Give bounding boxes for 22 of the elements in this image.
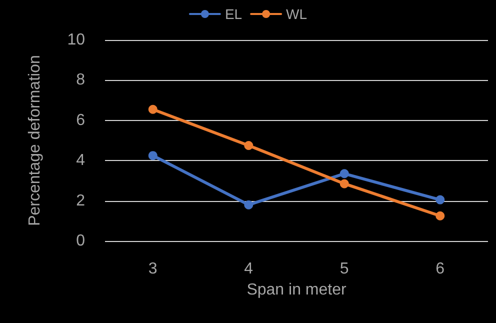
x-tick-label: 3 (148, 260, 158, 278)
point (244, 200, 254, 210)
legend-label: WL (286, 6, 308, 22)
y-tick-label: 10 (67, 32, 86, 48)
point (436, 211, 445, 220)
point (148, 151, 158, 160)
point (244, 141, 254, 150)
point (436, 195, 445, 204)
point (340, 169, 349, 178)
point (148, 104, 158, 114)
x-tick-label: 6 (436, 260, 445, 278)
y-tick-label: 6 (76, 112, 86, 129)
legend-label: EL (224, 6, 242, 22)
y-tick-label: 2 (76, 192, 86, 210)
y-tick-label: 0 (76, 232, 86, 250)
y-tick-label: 8 (76, 72, 86, 89)
y-tick-label: 4 (76, 152, 86, 170)
point (340, 179, 349, 188)
x-tick-label: 5 (340, 260, 349, 278)
x-tick-label: 4 (244, 260, 254, 278)
x-axis-title: Span in meter (246, 281, 347, 298)
y-axis-title: Percentage deformation (26, 55, 44, 226)
